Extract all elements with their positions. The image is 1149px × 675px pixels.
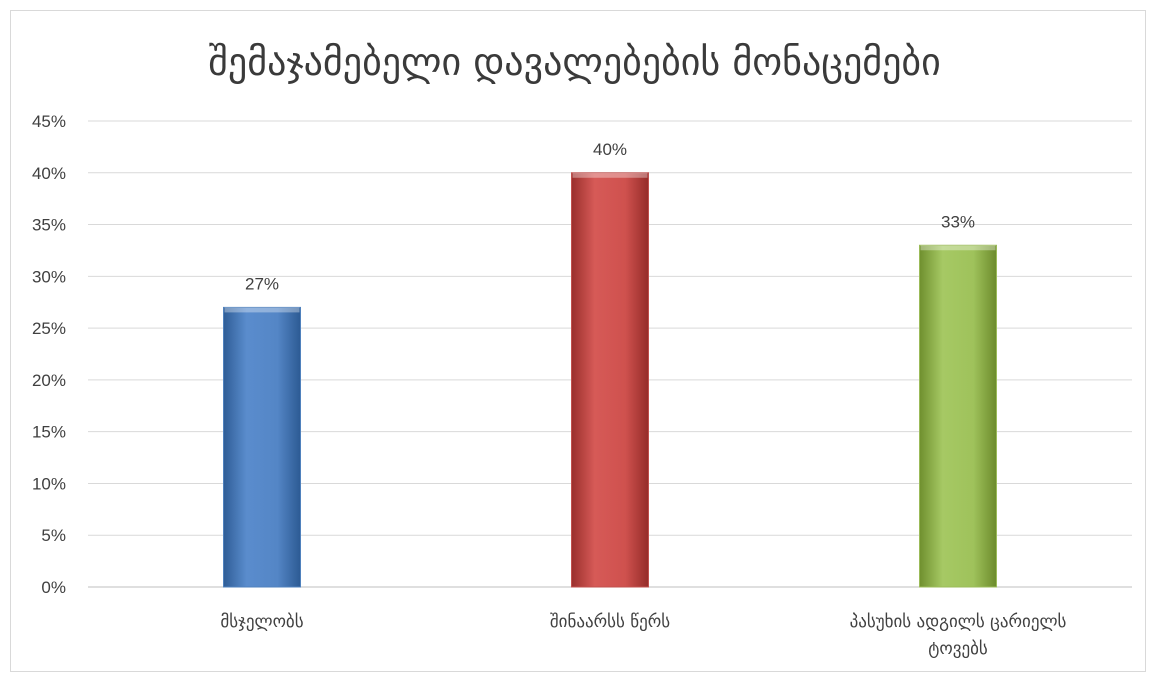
x-category-label: პასუხის ადგილს ცარიელს	[850, 612, 1067, 632]
y-tick-label: 20%	[32, 371, 66, 390]
x-category-label: შინაარსს წერს	[550, 612, 670, 632]
x-category-label: მსჯელობს	[220, 612, 303, 632]
y-tick-label: 35%	[32, 216, 66, 235]
x-category-label: ტოვებს	[928, 639, 988, 659]
y-tick-label: 10%	[32, 474, 66, 493]
y-tick-label: 30%	[32, 267, 66, 286]
y-tick-label: 15%	[32, 423, 66, 442]
bar-1	[223, 306, 301, 588]
bar-highlight	[224, 307, 300, 313]
y-tick-label: 5%	[41, 526, 66, 545]
data-label: 33%	[941, 212, 975, 231]
bar-3	[919, 244, 997, 588]
chart-title: შემაჯამებელი დავალებების მონაცემები	[208, 40, 941, 84]
y-tick-label: 40%	[32, 164, 66, 183]
data-label: 27%	[245, 274, 279, 293]
y-tick-label: 25%	[32, 319, 66, 338]
bar-highlight	[572, 172, 648, 178]
y-tick-label: 45%	[32, 112, 66, 131]
y-tick-label: 0%	[41, 578, 66, 597]
bar-2	[571, 172, 649, 588]
data-label: 40%	[593, 140, 627, 159]
bar-highlight	[920, 245, 996, 251]
